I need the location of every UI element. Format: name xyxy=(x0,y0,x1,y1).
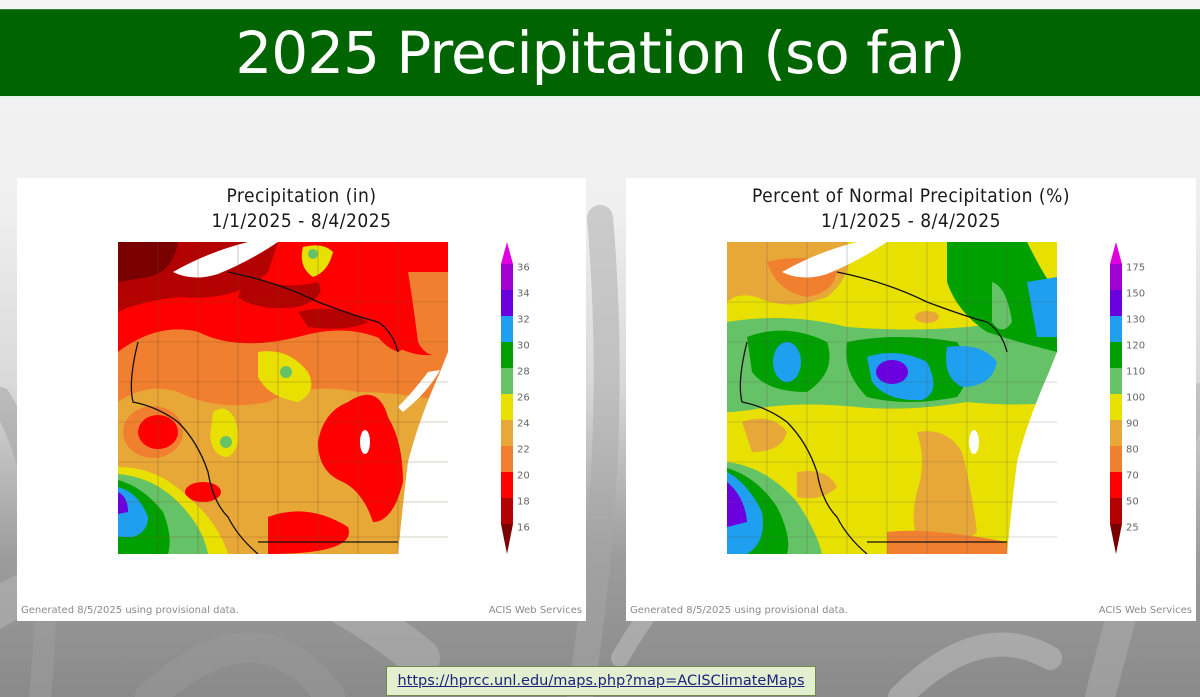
precipitation-color-legend xyxy=(501,242,513,554)
source-link-box: https://hprcc.unl.edu/maps.php?map=ACISC… xyxy=(386,666,816,696)
source-link[interactable]: https://hprcc.unl.edu/maps.php?map=ACISC… xyxy=(397,673,805,689)
precipitation-map-title: Precipitation (in) 1/1/2025 - 8/4/2025 xyxy=(17,184,586,234)
map-title-line1: Percent of Normal Precipitation (%) xyxy=(751,185,1071,207)
percent-normal-map-panel: Percent of Normal Precipitation (%) 1/1/… xyxy=(626,178,1196,621)
map-footer: Generated 8/5/2025 using provisional dat… xyxy=(21,605,582,619)
source-credit: ACIS Web Services xyxy=(488,605,582,616)
precipitation-map-panel: Precipitation (in) 1/1/2025 - 8/4/2025 xyxy=(17,178,586,621)
generated-note: Generated 8/5/2025 using provisional dat… xyxy=(21,605,239,616)
map-date-range: 1/1/2025 - 8/4/2025 xyxy=(211,210,392,232)
source-credit: ACIS Web Services xyxy=(1098,605,1192,616)
percent-normal-map-title: Percent of Normal Precipitation (%) 1/1/… xyxy=(626,184,1196,234)
generated-note: Generated 8/5/2025 using provisional dat… xyxy=(630,605,848,616)
map-title-line1: Precipitation (in) xyxy=(226,185,377,207)
slide-title: 2025 Precipitation (so far) xyxy=(235,19,965,87)
precipitation-map xyxy=(118,242,448,554)
slide-title-bar: 2025 Precipitation (so far) xyxy=(0,9,1200,98)
percent-normal-color-legend xyxy=(1110,242,1122,554)
percent-normal-map xyxy=(727,242,1057,554)
map-date-range: 1/1/2025 - 8/4/2025 xyxy=(820,210,1002,232)
map-footer: Generated 8/5/2025 using provisional dat… xyxy=(630,605,1192,619)
